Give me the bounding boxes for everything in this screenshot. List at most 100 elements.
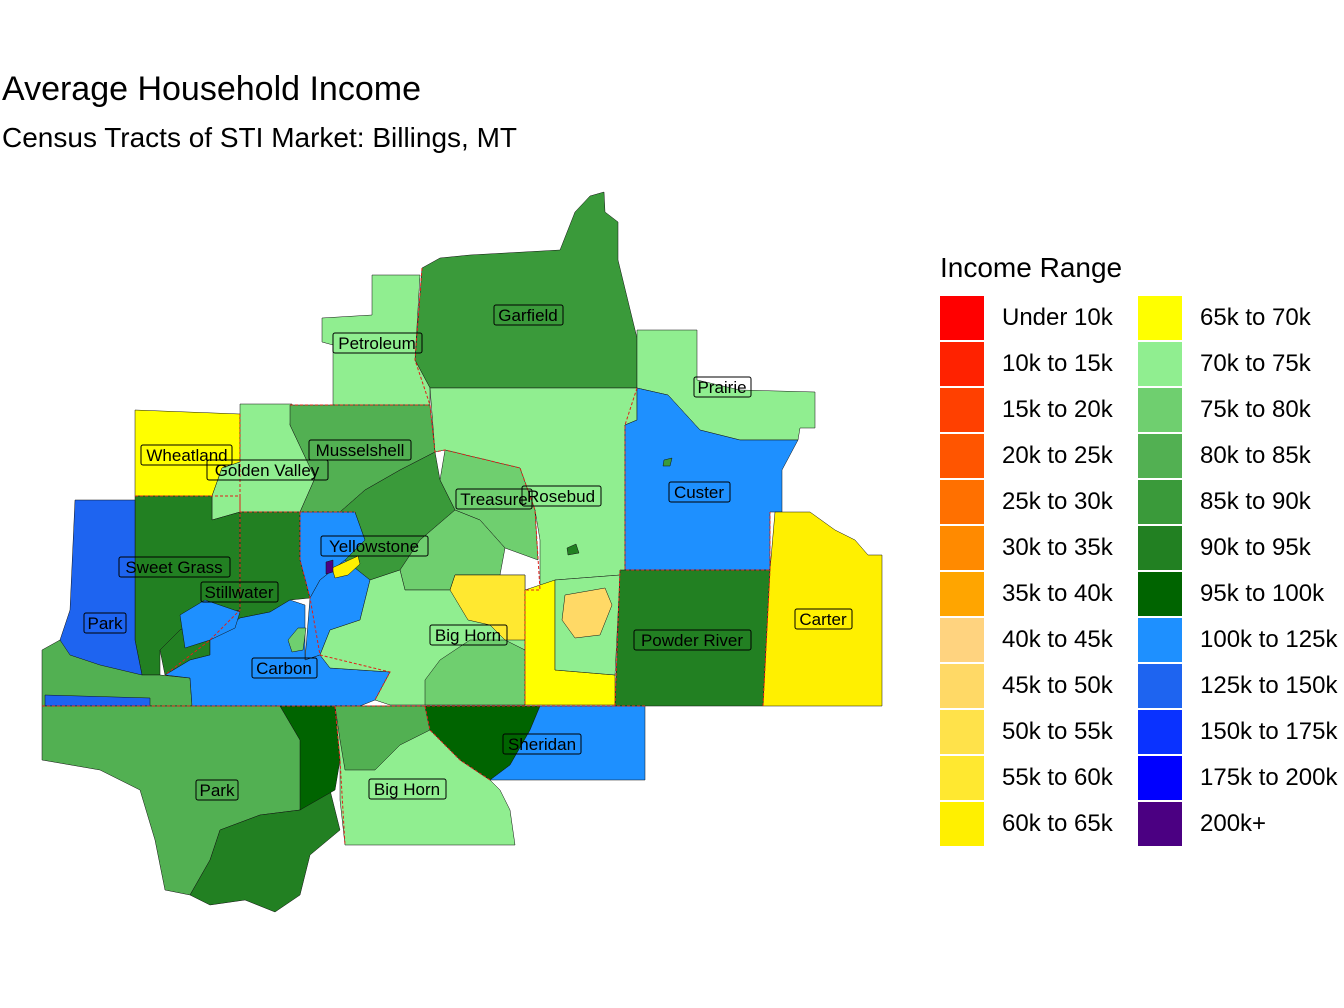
- legend-item: 20k to 25k: [940, 434, 1140, 480]
- legend-item: 65k to 70k: [1138, 296, 1338, 342]
- legend-label: 60k to 65k: [1002, 810, 1113, 837]
- svg-text:Sweet Grass: Sweet Grass: [125, 558, 222, 577]
- legend-label: 25k to 30k: [1002, 488, 1113, 515]
- county-label-petroleum: Petroleum: [332, 332, 423, 354]
- legend-label: 75k to 80k: [1200, 396, 1311, 423]
- legend-item: 25k to 30k: [940, 480, 1140, 526]
- legend-label: 85k to 90k: [1200, 488, 1311, 515]
- legend-label: 40k to 45k: [1002, 626, 1113, 653]
- svg-text:Sheridan: Sheridan: [508, 735, 576, 754]
- svg-text:Musselshell: Musselshell: [316, 441, 405, 460]
- legend-label: 50k to 55k: [1002, 718, 1113, 745]
- legend-swatch: [1138, 664, 1182, 708]
- legend-label: 20k to 25k: [1002, 442, 1113, 469]
- legend-item: 95k to 100k: [1138, 572, 1338, 618]
- legend-label: 200k+: [1200, 810, 1267, 837]
- tract-carbon-n: [179, 599, 241, 649]
- svg-text:Custer: Custer: [674, 483, 724, 502]
- tract-rosebud-dot: [566, 543, 580, 556]
- legend-swatch: [940, 572, 984, 616]
- legend-item: 60k to 65k: [940, 802, 1140, 848]
- tract-rosebud-s-gold: [561, 587, 613, 639]
- legend-swatch: [1138, 434, 1182, 478]
- county-label-yellowstone: Yellowstone: [320, 535, 429, 557]
- legend-item: 55k to 60k: [940, 756, 1140, 802]
- map-title: Average Household Income: [2, 70, 421, 108]
- legend-item: 10k to 15k: [940, 342, 1140, 388]
- legend-item: 40k to 45k: [940, 618, 1140, 664]
- legend-label: 125k to 150k: [1200, 672, 1338, 699]
- legend-item: 175k to 200k: [1138, 756, 1338, 802]
- legend-swatch: [940, 756, 984, 800]
- legend-swatch: [940, 296, 984, 340]
- legend-item: 80k to 85k: [1138, 434, 1338, 480]
- legend-item: 30k to 35k: [940, 526, 1140, 572]
- legend-label: 35k to 40k: [1002, 580, 1113, 607]
- tract-carbon-green: [287, 627, 307, 653]
- legend-item: 15k to 20k: [940, 388, 1140, 434]
- legend-label: 95k to 100k: [1200, 580, 1325, 607]
- legend-item: 35k to 40k: [940, 572, 1140, 618]
- legend-label: 70k to 75k: [1200, 350, 1311, 377]
- legend-item: 75k to 80k: [1138, 388, 1338, 434]
- legend-label: 90k to 95k: [1200, 534, 1311, 561]
- legend-label: 55k to 60k: [1002, 764, 1113, 791]
- svg-text:Treasure: Treasure: [460, 490, 527, 509]
- county-label-stillwater: Stillwater: [200, 581, 279, 603]
- legend: Income Range Under 10k 10k to 15k 15k to 2…: [940, 252, 1344, 856]
- svg-text:Big Horn: Big Horn: [374, 780, 440, 799]
- county-label-carbon: Carbon: [251, 657, 318, 679]
- legend-swatch: [1138, 296, 1182, 340]
- legend-label: 15k to 20k: [1002, 396, 1113, 423]
- legend-item: 85k to 90k: [1138, 480, 1338, 526]
- tract-garfield: [414, 191, 638, 389]
- county-label-powder-river: Powder River: [633, 629, 752, 651]
- legend-item: Under 10k: [940, 296, 1140, 342]
- svg-text:Carbon: Carbon: [256, 659, 312, 678]
- county-label-treasure: Treasure: [455, 488, 533, 510]
- tract-yellowstone-city: [331, 555, 361, 579]
- svg-text:Powder River: Powder River: [641, 631, 743, 650]
- legend-label: 100k to 125k: [1200, 626, 1338, 653]
- svg-text:Petroleum: Petroleum: [338, 334, 415, 353]
- map-subtitle: Census Tracts of STI Market: Billings, M…: [2, 122, 518, 153]
- svg-text:Prairie: Prairie: [697, 378, 746, 397]
- legend-label: 80k to 85k: [1200, 442, 1311, 469]
- legend-swatch: [1138, 480, 1182, 524]
- tract-yellowstone-purple: [325, 559, 334, 575]
- county-label-prairie: Prairie: [693, 376, 752, 398]
- legend-swatch: [940, 434, 984, 478]
- legend-label: 30k to 35k: [1002, 534, 1113, 561]
- legend-label: 150k to 175k: [1200, 718, 1338, 745]
- legend-label: 65k to 70k: [1200, 304, 1311, 331]
- county-labels: Garfield Petroleum Prairie Wheatland Gol…: [83, 304, 853, 801]
- legend-item: 100k to 125k: [1138, 618, 1338, 664]
- county-label-carter: Carter: [794, 608, 853, 630]
- legend-swatch: [1138, 756, 1182, 800]
- county-label-park-mt: Park: [83, 612, 127, 634]
- county-borders: [42, 267, 771, 846]
- legend-label: 175k to 200k: [1200, 764, 1338, 791]
- legend-swatch: [1138, 388, 1182, 432]
- legend-label: 45k to 50k: [1002, 672, 1113, 699]
- svg-text:Park: Park: [88, 614, 123, 633]
- legend-items: Under 10k 10k to 15k 15k to 20k 20k to 25k 2…: [940, 296, 1344, 856]
- legend-swatch: [940, 526, 984, 570]
- svg-text:Yellowstone: Yellowstone: [329, 537, 419, 556]
- county-label-big-horn-wy: Big Horn: [368, 778, 447, 800]
- tract-polygons: [41, 191, 883, 913]
- legend-swatch: [1138, 802, 1182, 846]
- legend-label: Under 10k: [1002, 304, 1113, 331]
- legend-title: Income Range: [940, 252, 1123, 283]
- county-label-sheridan: Sheridan: [502, 733, 582, 755]
- legend-item: 90k to 95k: [1138, 526, 1338, 572]
- county-label-park-wy: Park: [195, 779, 239, 801]
- tract-custer-dot: [662, 457, 673, 467]
- tract-big-horn-mt-green: [424, 639, 526, 706]
- legend-item: 150k to 175k: [1138, 710, 1338, 756]
- legend-item: 200k+: [1138, 802, 1338, 848]
- legend-swatch: [1138, 342, 1182, 386]
- legend-swatch: [940, 664, 984, 708]
- county-label-rosebud: Rosebud: [521, 485, 602, 507]
- legend-item: 45k to 50k: [940, 664, 1140, 710]
